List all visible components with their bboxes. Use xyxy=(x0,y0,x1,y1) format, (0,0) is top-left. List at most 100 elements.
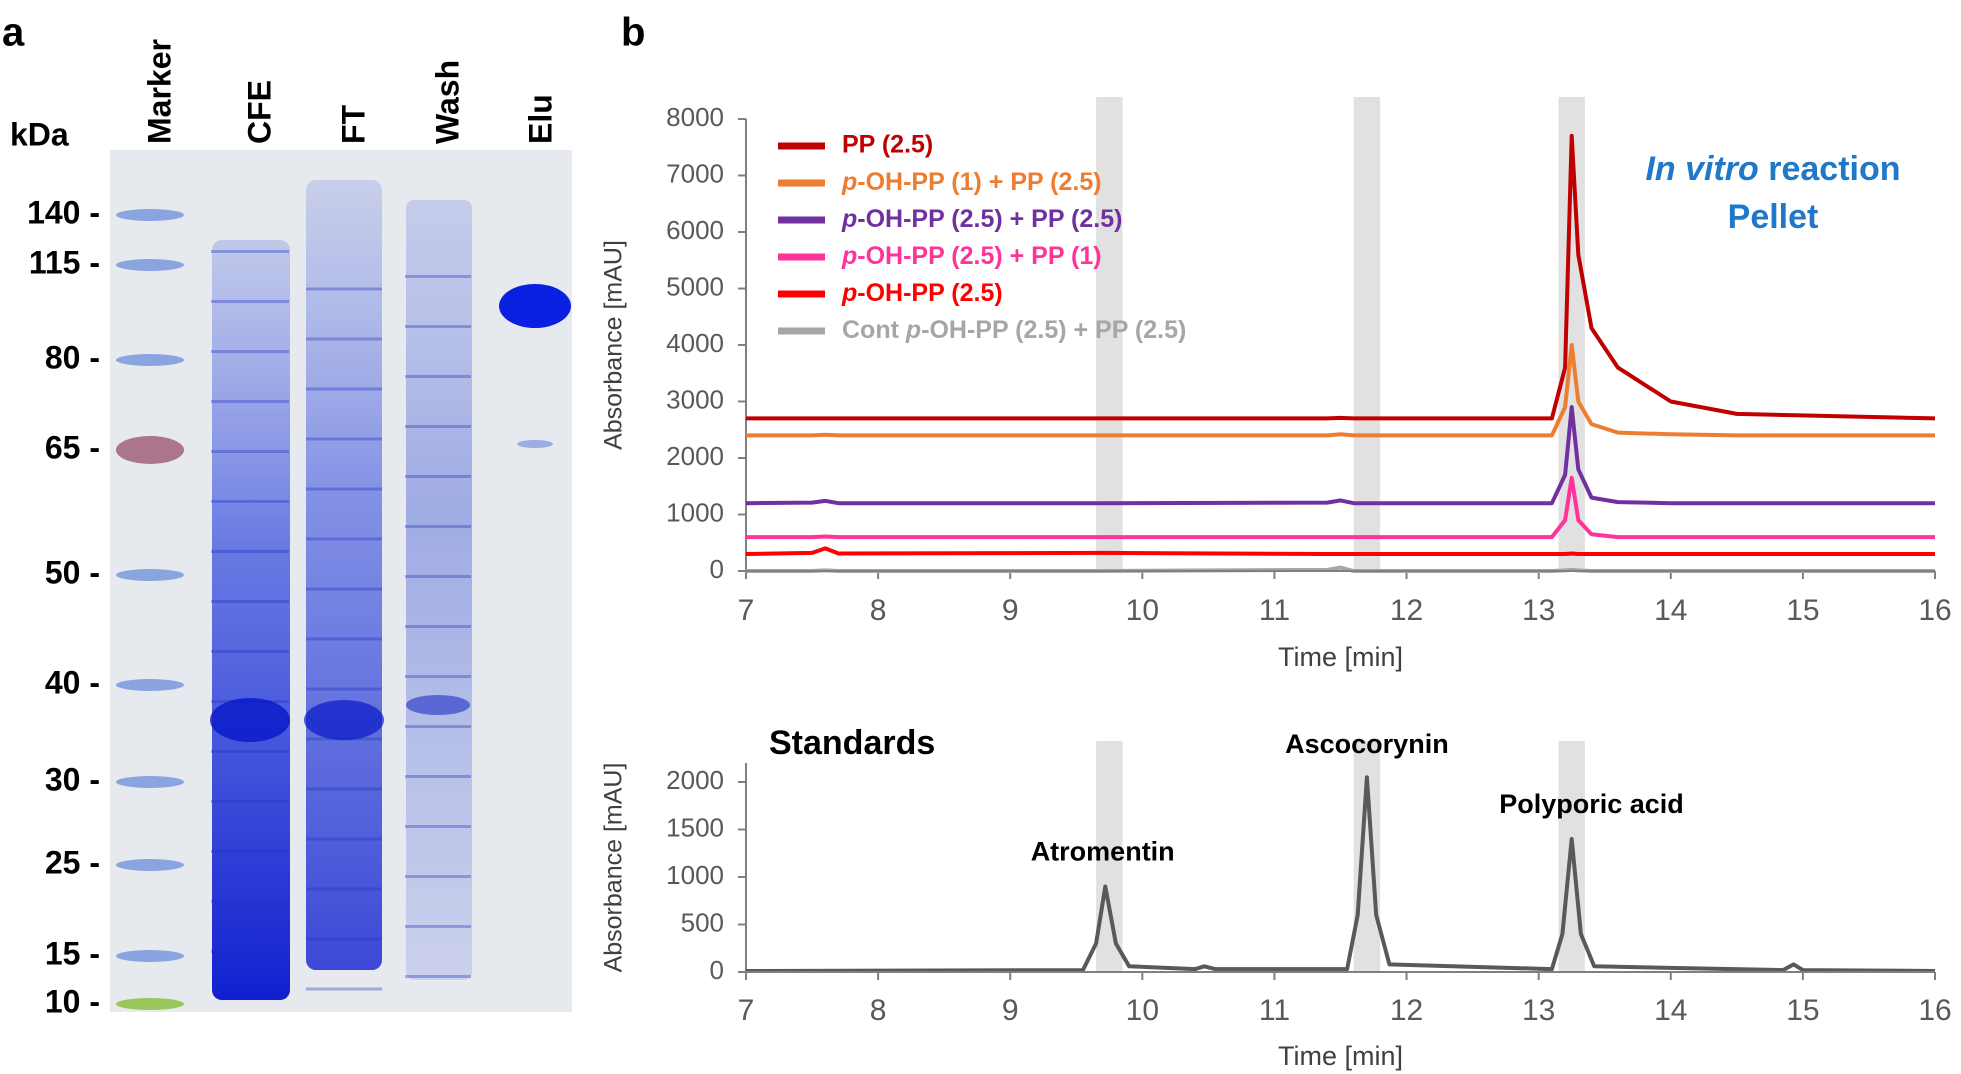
marker-band xyxy=(116,209,184,221)
peak-label: Polyporic acid xyxy=(1499,789,1684,819)
protein-band xyxy=(405,325,471,328)
x-tick-label: 13 xyxy=(1522,994,1555,1027)
marker-band xyxy=(116,998,184,1010)
y-tick-label: 500 xyxy=(681,907,724,937)
y-tick-label: 2000 xyxy=(666,765,724,795)
y-tick-label: 0 xyxy=(710,955,724,985)
marker-label: 65 - xyxy=(45,429,100,465)
x-tick-label: 11 xyxy=(1259,994,1290,1027)
legend-text-part: p xyxy=(905,316,921,344)
y-tick-label: 3000 xyxy=(666,384,724,414)
protein-band xyxy=(405,775,471,778)
x-tick-label: 14 xyxy=(1654,594,1687,627)
x-tick-label: 12 xyxy=(1390,994,1423,1027)
x-tick-label: 9 xyxy=(1002,994,1019,1027)
lane-label: CFE xyxy=(241,80,277,144)
x-tick-label: 14 xyxy=(1654,994,1687,1027)
protein-band xyxy=(405,425,471,428)
protein-band xyxy=(405,525,471,528)
x-axis-title: Time [min] xyxy=(1278,1041,1403,1071)
marker-band xyxy=(116,354,184,366)
lane-smear xyxy=(306,180,382,970)
marker-band xyxy=(116,569,184,581)
protein-band xyxy=(405,725,471,728)
protein-band xyxy=(306,587,382,591)
y-tick-label: 6000 xyxy=(666,215,724,245)
protein-band xyxy=(306,537,382,541)
marker-label: 25 - xyxy=(45,844,100,880)
highlight-band xyxy=(1096,741,1123,972)
protein-band xyxy=(211,900,289,903)
legend-label: p-OH-PP (2.5) + PP (1) xyxy=(841,242,1102,270)
lane-label: Marker xyxy=(141,39,177,144)
x-tick-label: 9 xyxy=(1002,594,1019,627)
protein-band xyxy=(211,450,289,453)
x-tick-label: 15 xyxy=(1786,594,1819,627)
protein-band xyxy=(405,825,471,828)
x-tick-label: 16 xyxy=(1918,594,1951,627)
highlight-band xyxy=(1353,97,1381,571)
marker-label: 80 - xyxy=(45,339,100,375)
annotation-italic: In vitro xyxy=(1645,150,1758,188)
protein-band xyxy=(306,687,382,691)
protein-band xyxy=(405,575,471,578)
marker-label: 30 - xyxy=(45,761,100,797)
panel-label: a xyxy=(2,11,25,55)
protein-band xyxy=(306,937,382,941)
x-tick-label: 10 xyxy=(1126,994,1159,1027)
lane-smear xyxy=(212,240,290,1000)
marker-band xyxy=(116,859,184,871)
peak-label: Ascocorynin xyxy=(1285,729,1449,759)
protein-band xyxy=(499,284,571,328)
protein-band xyxy=(306,387,382,391)
protein-band xyxy=(211,300,289,303)
series-line xyxy=(745,405,1935,506)
x-tick-label: 13 xyxy=(1522,594,1555,627)
legend-label: p-OH-PP (1) + PP (2.5) xyxy=(841,168,1102,196)
protein-band xyxy=(306,837,382,841)
legend-label: Cont p-OH-PP (2.5) + PP (2.5) xyxy=(842,316,1186,344)
marker-band xyxy=(116,950,184,962)
y-tick-label: 0 xyxy=(710,554,724,584)
annotation-text: reaction xyxy=(1759,150,1901,188)
x-tick-label: 12 xyxy=(1390,594,1423,627)
chart-title: Standards xyxy=(769,724,935,762)
peak-label: Atromentin xyxy=(1031,836,1175,866)
x-tick-label: 8 xyxy=(870,594,887,627)
y-tick-label: 2000 xyxy=(666,441,724,471)
y-tick-label: 4000 xyxy=(666,328,724,358)
protein-band xyxy=(306,887,382,891)
marker-label: 115 - xyxy=(29,244,100,280)
protein-band xyxy=(211,600,289,603)
y-axis-title: Absorbance [mAU] xyxy=(600,763,628,973)
protein-band xyxy=(211,400,289,403)
series-line xyxy=(745,546,1935,556)
legend-label: p-OH-PP (2.5) + PP (2.5) xyxy=(841,205,1122,233)
protein-band xyxy=(210,698,290,742)
legend-label: p-OH-PP (2.5) xyxy=(841,279,1003,307)
protein-band xyxy=(211,800,289,803)
marker-label: 10 - xyxy=(45,983,100,1019)
protein-band xyxy=(211,550,289,553)
legend-text-part: -OH-PP (2.5) xyxy=(857,279,1002,307)
y-tick-label: 1000 xyxy=(666,860,724,890)
protein-band xyxy=(405,975,471,978)
protein-band xyxy=(211,350,289,353)
annotation: Pellet xyxy=(1728,198,1819,236)
legend-text-part: Cont xyxy=(842,316,906,344)
marker-label: 15 - xyxy=(45,935,100,971)
series-line xyxy=(746,343,1935,438)
protein-band xyxy=(211,250,289,253)
protein-band xyxy=(306,987,382,991)
marker-label: 40 - xyxy=(45,664,100,700)
marker-label: 50 - xyxy=(45,554,100,590)
legend-text-part: -OH-PP (2.5) + PP (1) xyxy=(857,242,1101,270)
legend-text-part: p xyxy=(841,242,857,270)
protein-band xyxy=(405,475,471,478)
protein-band xyxy=(405,675,471,678)
protein-band xyxy=(405,875,471,878)
x-axis-title: Time [min] xyxy=(1278,642,1403,672)
legend-text-part: p xyxy=(841,168,857,196)
lane-label: Wash xyxy=(429,60,465,144)
